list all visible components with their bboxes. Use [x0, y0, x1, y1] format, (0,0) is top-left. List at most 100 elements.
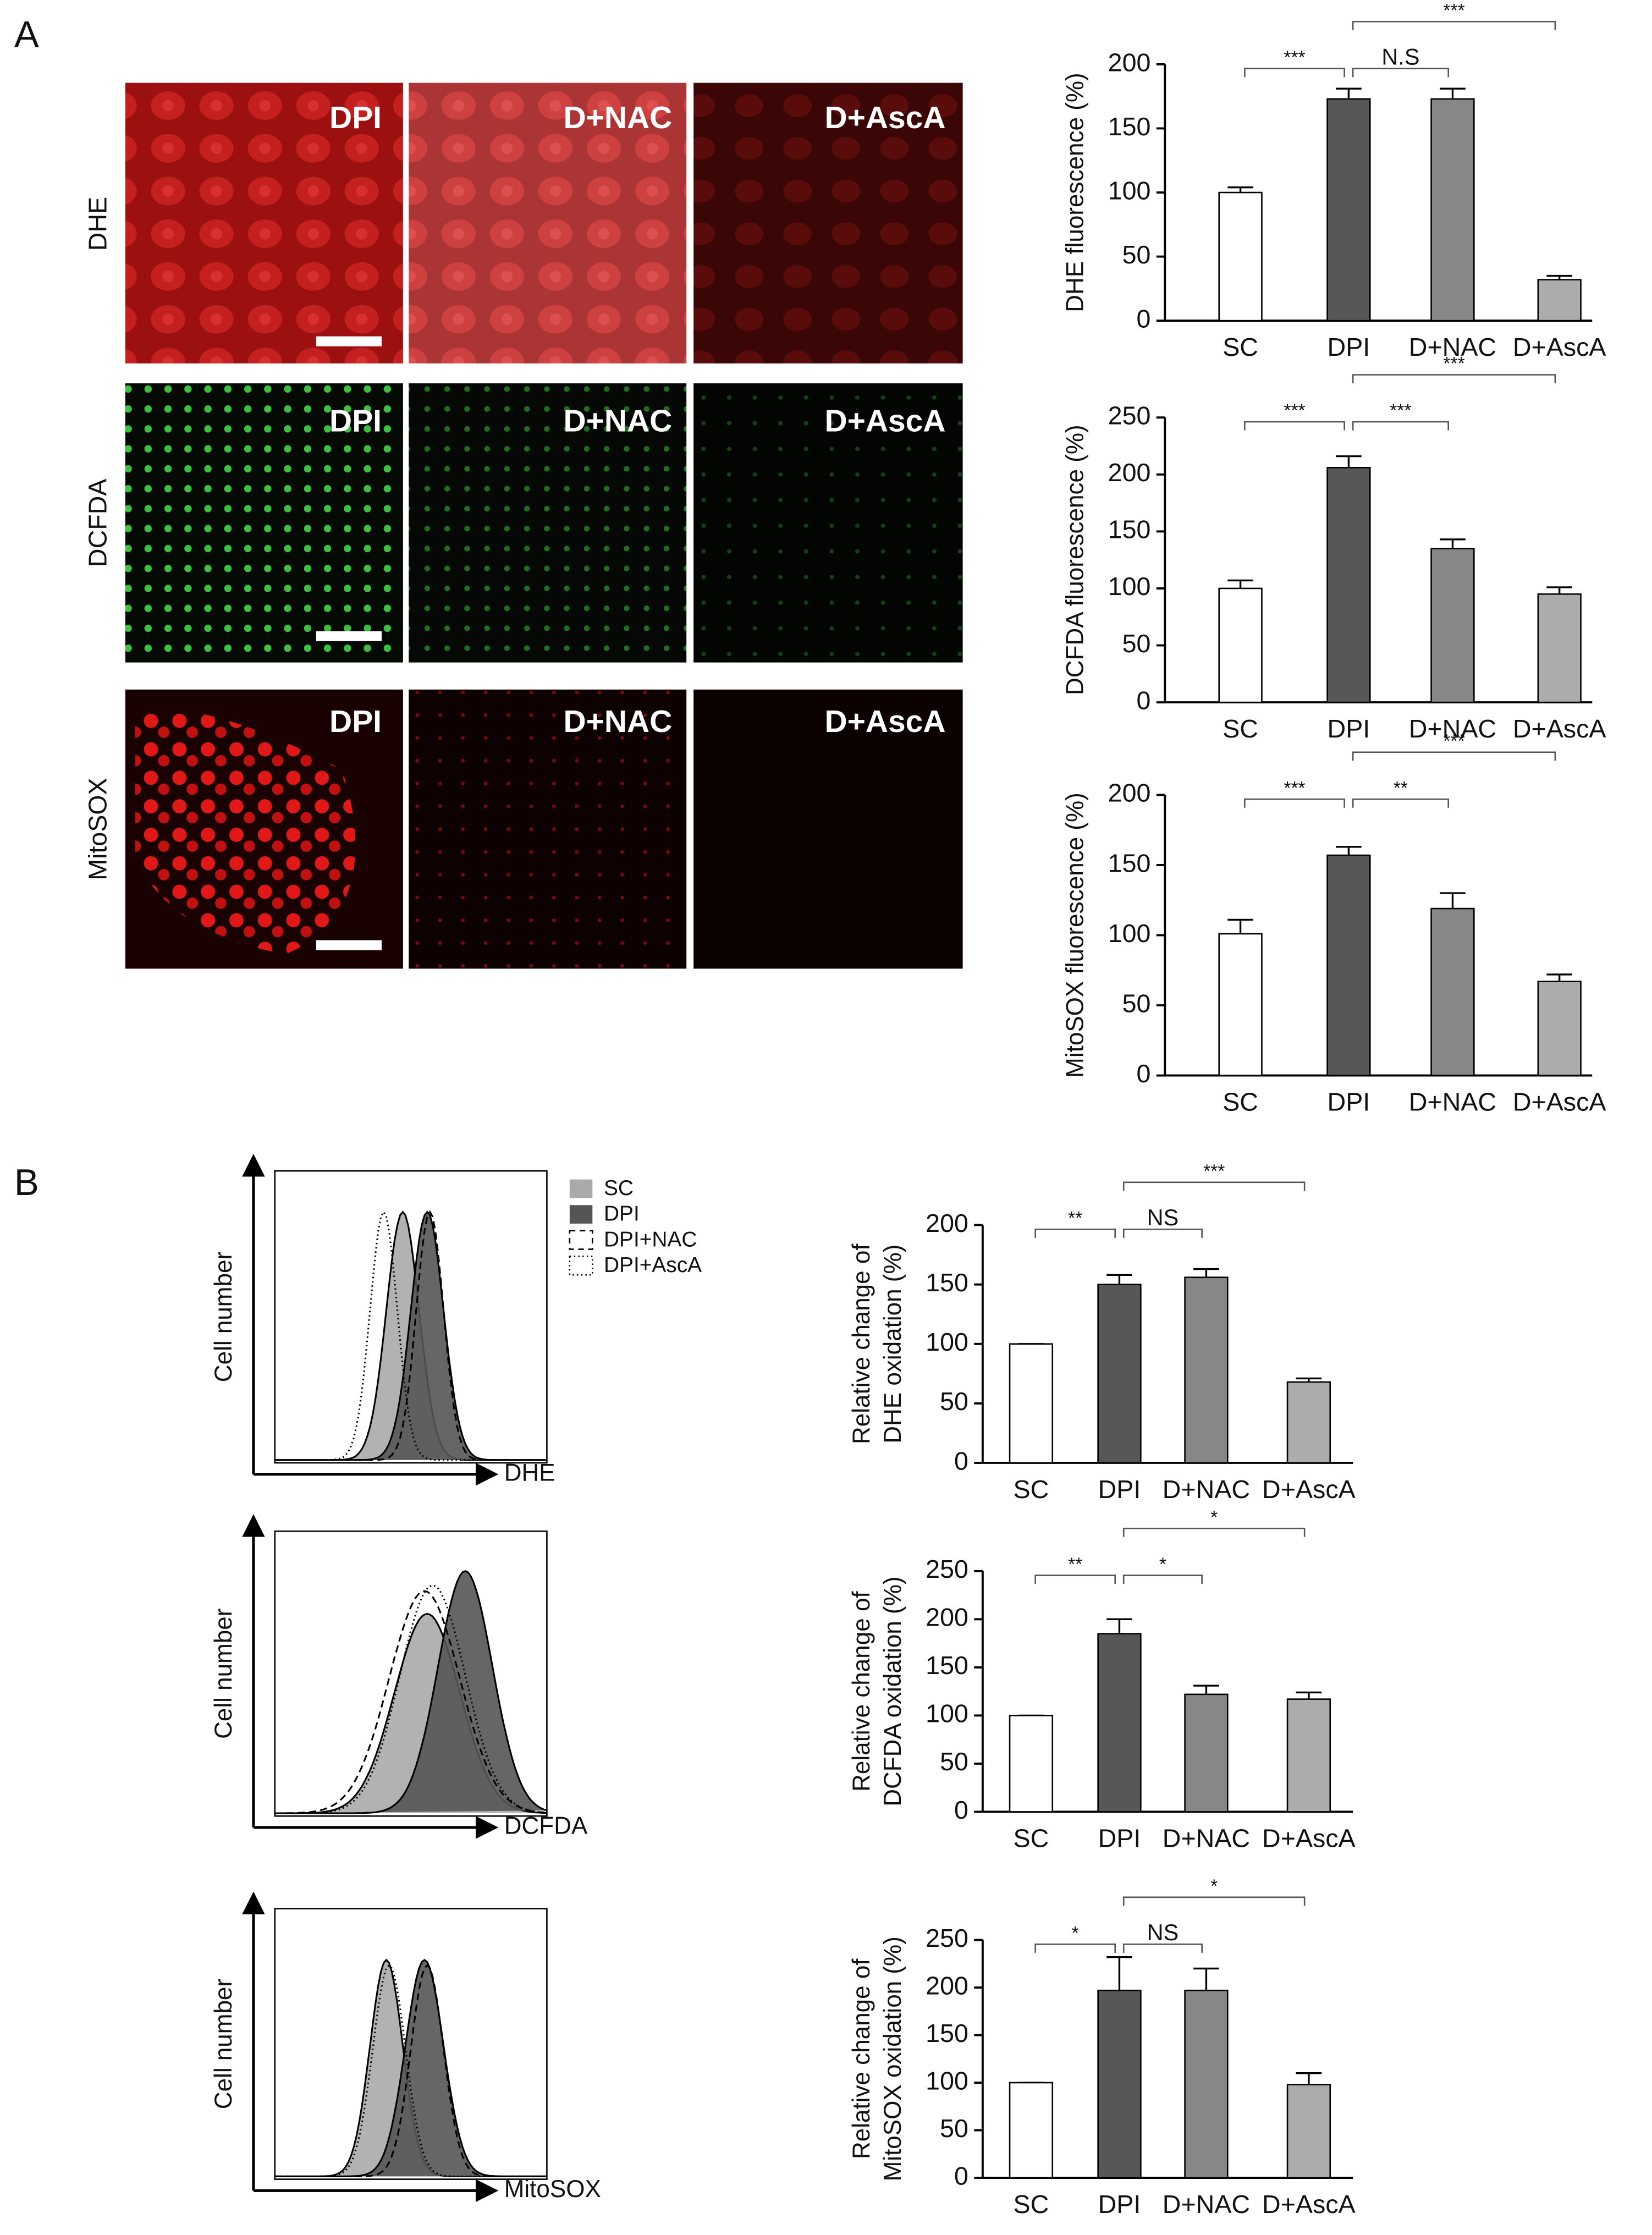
significance-label: ***: [1443, 354, 1464, 374]
axis-label: DCFDA: [504, 1813, 588, 1840]
significance-label: ***: [1203, 1161, 1225, 1182]
image-label: D+NAC: [563, 704, 672, 739]
micrograph: [693, 82, 963, 364]
image-label: DPI: [329, 704, 382, 739]
y-tick-label: 250: [926, 1555, 968, 1583]
y-tick-label: 50: [1122, 629, 1151, 658]
y-tick-label: 0: [954, 1796, 968, 1824]
y-tick-label: 50: [940, 1747, 968, 1776]
row-label: DHE: [84, 197, 112, 251]
x-tick-label: D+AscA: [1513, 1088, 1606, 1116]
significance-bracket: [1352, 20, 1556, 30]
x-tick-label: DPI: [1328, 1088, 1370, 1116]
y-tick-label: 200: [926, 1209, 968, 1237]
y-tick-label: 0: [1137, 304, 1151, 333]
row-label: MitoSOX: [84, 778, 112, 880]
x-tick-label: D+NAC: [1409, 1088, 1496, 1116]
axis-label: Cell number: [210, 1979, 237, 2109]
x-tick-label: D+NAC: [1409, 714, 1496, 743]
micrograph-detail: [135, 709, 356, 955]
bar: [1097, 1284, 1142, 1464]
y-tick-label: 150: [1108, 515, 1151, 544]
significance-label: NS: [1147, 1919, 1179, 1945]
bar: [1184, 1989, 1229, 2179]
x-tick-label: DPI: [1328, 714, 1370, 743]
y-tick-label: 50: [1122, 989, 1151, 1017]
significance-bracket: [1244, 68, 1345, 78]
y-axis-label: DCFDA oxidation (%): [879, 1576, 906, 1806]
y-tick-label: 200: [1108, 779, 1151, 807]
bar: [1430, 98, 1475, 322]
significance-bracket: [1122, 1527, 1306, 1537]
x-tick-label: D+AscA: [1262, 1824, 1356, 1853]
significance-bracket: [1352, 751, 1556, 761]
significance-label: *: [1210, 1876, 1218, 1897]
y-tick-label: 200: [1108, 458, 1151, 487]
x-tick-label: SC: [1014, 2190, 1049, 2219]
y-tick-label: 100: [926, 1328, 968, 1356]
significance-label: ***: [1284, 401, 1305, 421]
x-tick-label: SC: [1223, 714, 1258, 743]
y-tick-label: 150: [1108, 849, 1151, 877]
significance-label: *: [1072, 1923, 1079, 1944]
significance-bracket: [1122, 1181, 1306, 1191]
y-tick-label: 50: [1122, 240, 1151, 269]
significance-bracket: [1352, 68, 1449, 78]
bar: [1537, 981, 1582, 1076]
image-label: D+AscA: [824, 704, 945, 739]
y-tick-label: 100: [1108, 919, 1151, 948]
image-label: D+NAC: [563, 100, 672, 135]
bar: [1430, 548, 1475, 703]
histogram-curve: [274, 1210, 547, 1461]
y-tick-label: 0: [954, 2161, 968, 2190]
scale-bar: [316, 336, 382, 346]
significance-label: **: [1068, 1208, 1082, 1229]
micrograph: [409, 689, 687, 969]
y-tick-label: 100: [926, 2066, 968, 2095]
micrograph: [125, 383, 403, 663]
micrograph: [409, 82, 687, 364]
micrograph: [125, 82, 403, 364]
significance-bracket: [1122, 1575, 1203, 1584]
legend-swatch: [569, 1205, 593, 1224]
significance-label: *: [1210, 1507, 1218, 1528]
y-tick-label: 100: [926, 1699, 968, 1728]
significance-bracket: [1034, 1228, 1116, 1238]
significance-label: **: [1394, 778, 1408, 799]
y-tick-label: 100: [1108, 572, 1151, 601]
significance-bracket: [1352, 798, 1449, 808]
bar: [1218, 191, 1263, 322]
histogram-curve: [274, 1958, 547, 2177]
x-tick-label: SC: [1223, 333, 1258, 361]
bar: [1537, 593, 1582, 703]
y-tick-label: 250: [926, 1924, 968, 1952]
x-tick-label: D+AscA: [1513, 333, 1606, 361]
bar: [1430, 907, 1475, 1076]
y-tick-label: 150: [926, 2019, 968, 2047]
y-axis-label: DHE fluorescence (%): [1061, 73, 1088, 312]
significance-label: ***: [1284, 47, 1305, 68]
significance-label: **: [1068, 1554, 1082, 1575]
bar: [1218, 587, 1263, 703]
bar: [1009, 1715, 1054, 1813]
legend-swatch: [569, 1230, 593, 1250]
x-tick-label: D+NAC: [1163, 1475, 1250, 1504]
significance-label: N.S: [1381, 44, 1419, 70]
y-axis-label: DHE oxidation (%): [879, 1245, 906, 1444]
bar: [1184, 1276, 1229, 1464]
x-tick-label: DPI: [1098, 1824, 1141, 1853]
x-tick-label: D+AscA: [1513, 714, 1606, 743]
bar: [1286, 1381, 1331, 1464]
bar: [1326, 98, 1371, 322]
y-tick-label: 200: [926, 1603, 968, 1632]
image-label: D+AscA: [824, 100, 945, 135]
panel-label: B: [14, 1162, 39, 1203]
significance-bracket: [1034, 1944, 1116, 1953]
bar: [1218, 933, 1263, 1076]
x-tick-label: D+NAC: [1163, 1824, 1250, 1853]
micrograph: [693, 383, 963, 663]
legend-swatch: [569, 1256, 593, 1276]
significance-label: NS: [1147, 1204, 1179, 1230]
bar: [1184, 1693, 1229, 1813]
